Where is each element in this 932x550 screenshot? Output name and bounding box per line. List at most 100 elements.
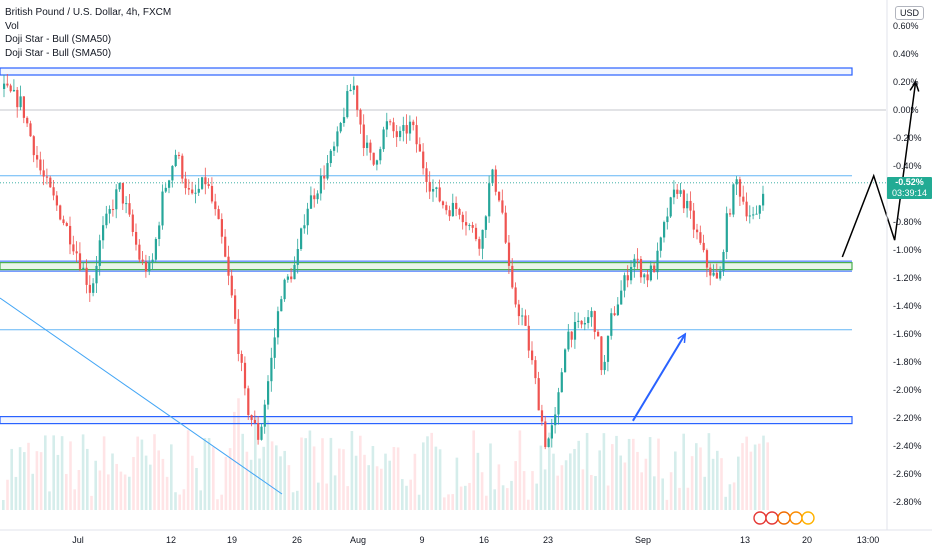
- candle-body: [389, 121, 392, 123]
- volume-bar: [501, 485, 505, 510]
- candle-body: [26, 117, 29, 124]
- candle-body: [633, 258, 636, 267]
- volume-bar: [380, 468, 383, 510]
- volume-bar: [98, 470, 102, 510]
- indicator-label-1[interactable]: Doji Star - Bull (SMA50): [5, 34, 112, 45]
- candle-body: [583, 323, 586, 325]
- candle-body: [379, 149, 382, 161]
- volume-bar: [2, 499, 5, 510]
- volume-bar: [413, 453, 417, 510]
- price-axis[interactable]: 0.60%0.40%0.20%0.00%-0.20%-0.40%-0.60%-0…: [886, 0, 922, 530]
- candle-body: [39, 159, 42, 171]
- price-tick-label: -0.40%: [893, 161, 922, 171]
- volume-bar: [552, 453, 555, 510]
- volume-bar: [123, 474, 127, 510]
- volume-bar: [312, 446, 316, 510]
- volume-bar: [111, 453, 114, 510]
- candle-body: [481, 229, 484, 249]
- price-tick-label: -2.00%: [893, 385, 922, 395]
- volume-bar: [556, 475, 559, 510]
- time-tick-label: 26: [292, 535, 302, 545]
- price-tick-label: 0.60%: [893, 21, 919, 31]
- volume-bar: [342, 449, 345, 510]
- indicator-label-2[interactable]: Doji Star - Bull (SMA50): [5, 47, 112, 59]
- volume-bar: [665, 499, 669, 510]
- volume-bar: [405, 485, 408, 510]
- volume-bar: [632, 438, 635, 510]
- candle-body: [224, 236, 227, 257]
- candle-body: [72, 244, 75, 252]
- candle-body: [488, 183, 491, 217]
- candle-body: [484, 216, 487, 230]
- candle-body: [36, 155, 39, 160]
- candle-body: [194, 192, 197, 194]
- candle-body: [451, 202, 454, 217]
- volume-bar: [128, 476, 131, 510]
- candle-body: [428, 181, 431, 192]
- volume-bar: [195, 468, 198, 510]
- candle-body: [646, 274, 649, 281]
- candle-body: [603, 361, 606, 371]
- time-axis[interactable]: Jul 12 19 26 Aug 9 16 23 Sep 13 20 13:00: [0, 529, 932, 545]
- volume-bar: [149, 464, 152, 510]
- candle-body: [597, 331, 600, 337]
- candle-body: [458, 208, 461, 215]
- volume-bar: [321, 438, 324, 510]
- last-price-value: -0.52%: [895, 177, 924, 187]
- candle-body: [468, 225, 471, 227]
- volume-label[interactable]: Vol: [5, 20, 19, 32]
- volume-bar: [354, 455, 358, 510]
- volume-bar: [359, 435, 362, 510]
- candle-body: [699, 232, 702, 243]
- candle-body: [395, 131, 398, 138]
- volume-bar: [455, 457, 459, 510]
- candle-body: [82, 267, 85, 270]
- candle-body: [108, 209, 111, 214]
- volume-bar: [157, 450, 160, 510]
- candle-body: [399, 130, 402, 138]
- price-tick-label: -0.20%: [893, 133, 922, 143]
- candle-body: [630, 266, 633, 281]
- volume-bar: [749, 451, 753, 510]
- candle-body: [92, 283, 95, 293]
- volume-bar: [14, 476, 18, 510]
- volume-bar: [174, 492, 177, 510]
- candle-body: [138, 244, 141, 260]
- currency-button[interactable]: USD: [894, 6, 924, 20]
- time-tick-label: 9: [419, 535, 424, 545]
- candle-body: [65, 223, 68, 226]
- volume-bar: [401, 479, 404, 510]
- symbol-title[interactable]: British Pound / U.S. Dollar, 4h, FXCM: [5, 7, 172, 18]
- volume-bar: [170, 444, 173, 510]
- candle-body: [359, 109, 362, 125]
- candle-body: [16, 89, 19, 108]
- volume-bar: [611, 444, 614, 510]
- volume-bar: [539, 445, 543, 510]
- candle-body: [171, 166, 174, 181]
- candle-body: [22, 96, 25, 118]
- volume-bar: [161, 458, 165, 510]
- volume-bar: [300, 437, 303, 510]
- volume-bar: [178, 494, 181, 510]
- volume-bar: [426, 436, 429, 510]
- volume-bar: [27, 442, 30, 510]
- volume-bar: [186, 430, 190, 510]
- volume-bar: [371, 446, 375, 510]
- time-tick-label: 13: [740, 535, 750, 545]
- candle-body: [263, 404, 266, 427]
- volume-bar: [241, 433, 244, 510]
- candle-body: [49, 177, 52, 188]
- candle-body: [682, 190, 685, 209]
- candle-body: [174, 154, 177, 167]
- candle-body: [722, 251, 725, 271]
- candle-body: [593, 311, 596, 332]
- candle-body: [560, 372, 563, 393]
- candle-body: [375, 160, 379, 165]
- volume-bar: [430, 432, 433, 510]
- volume-bar: [489, 443, 492, 510]
- volume-bar: [165, 476, 169, 510]
- volume-bar: [485, 495, 488, 510]
- volume-bar: [304, 438, 307, 510]
- projection-arrowhead: [909, 80, 920, 92]
